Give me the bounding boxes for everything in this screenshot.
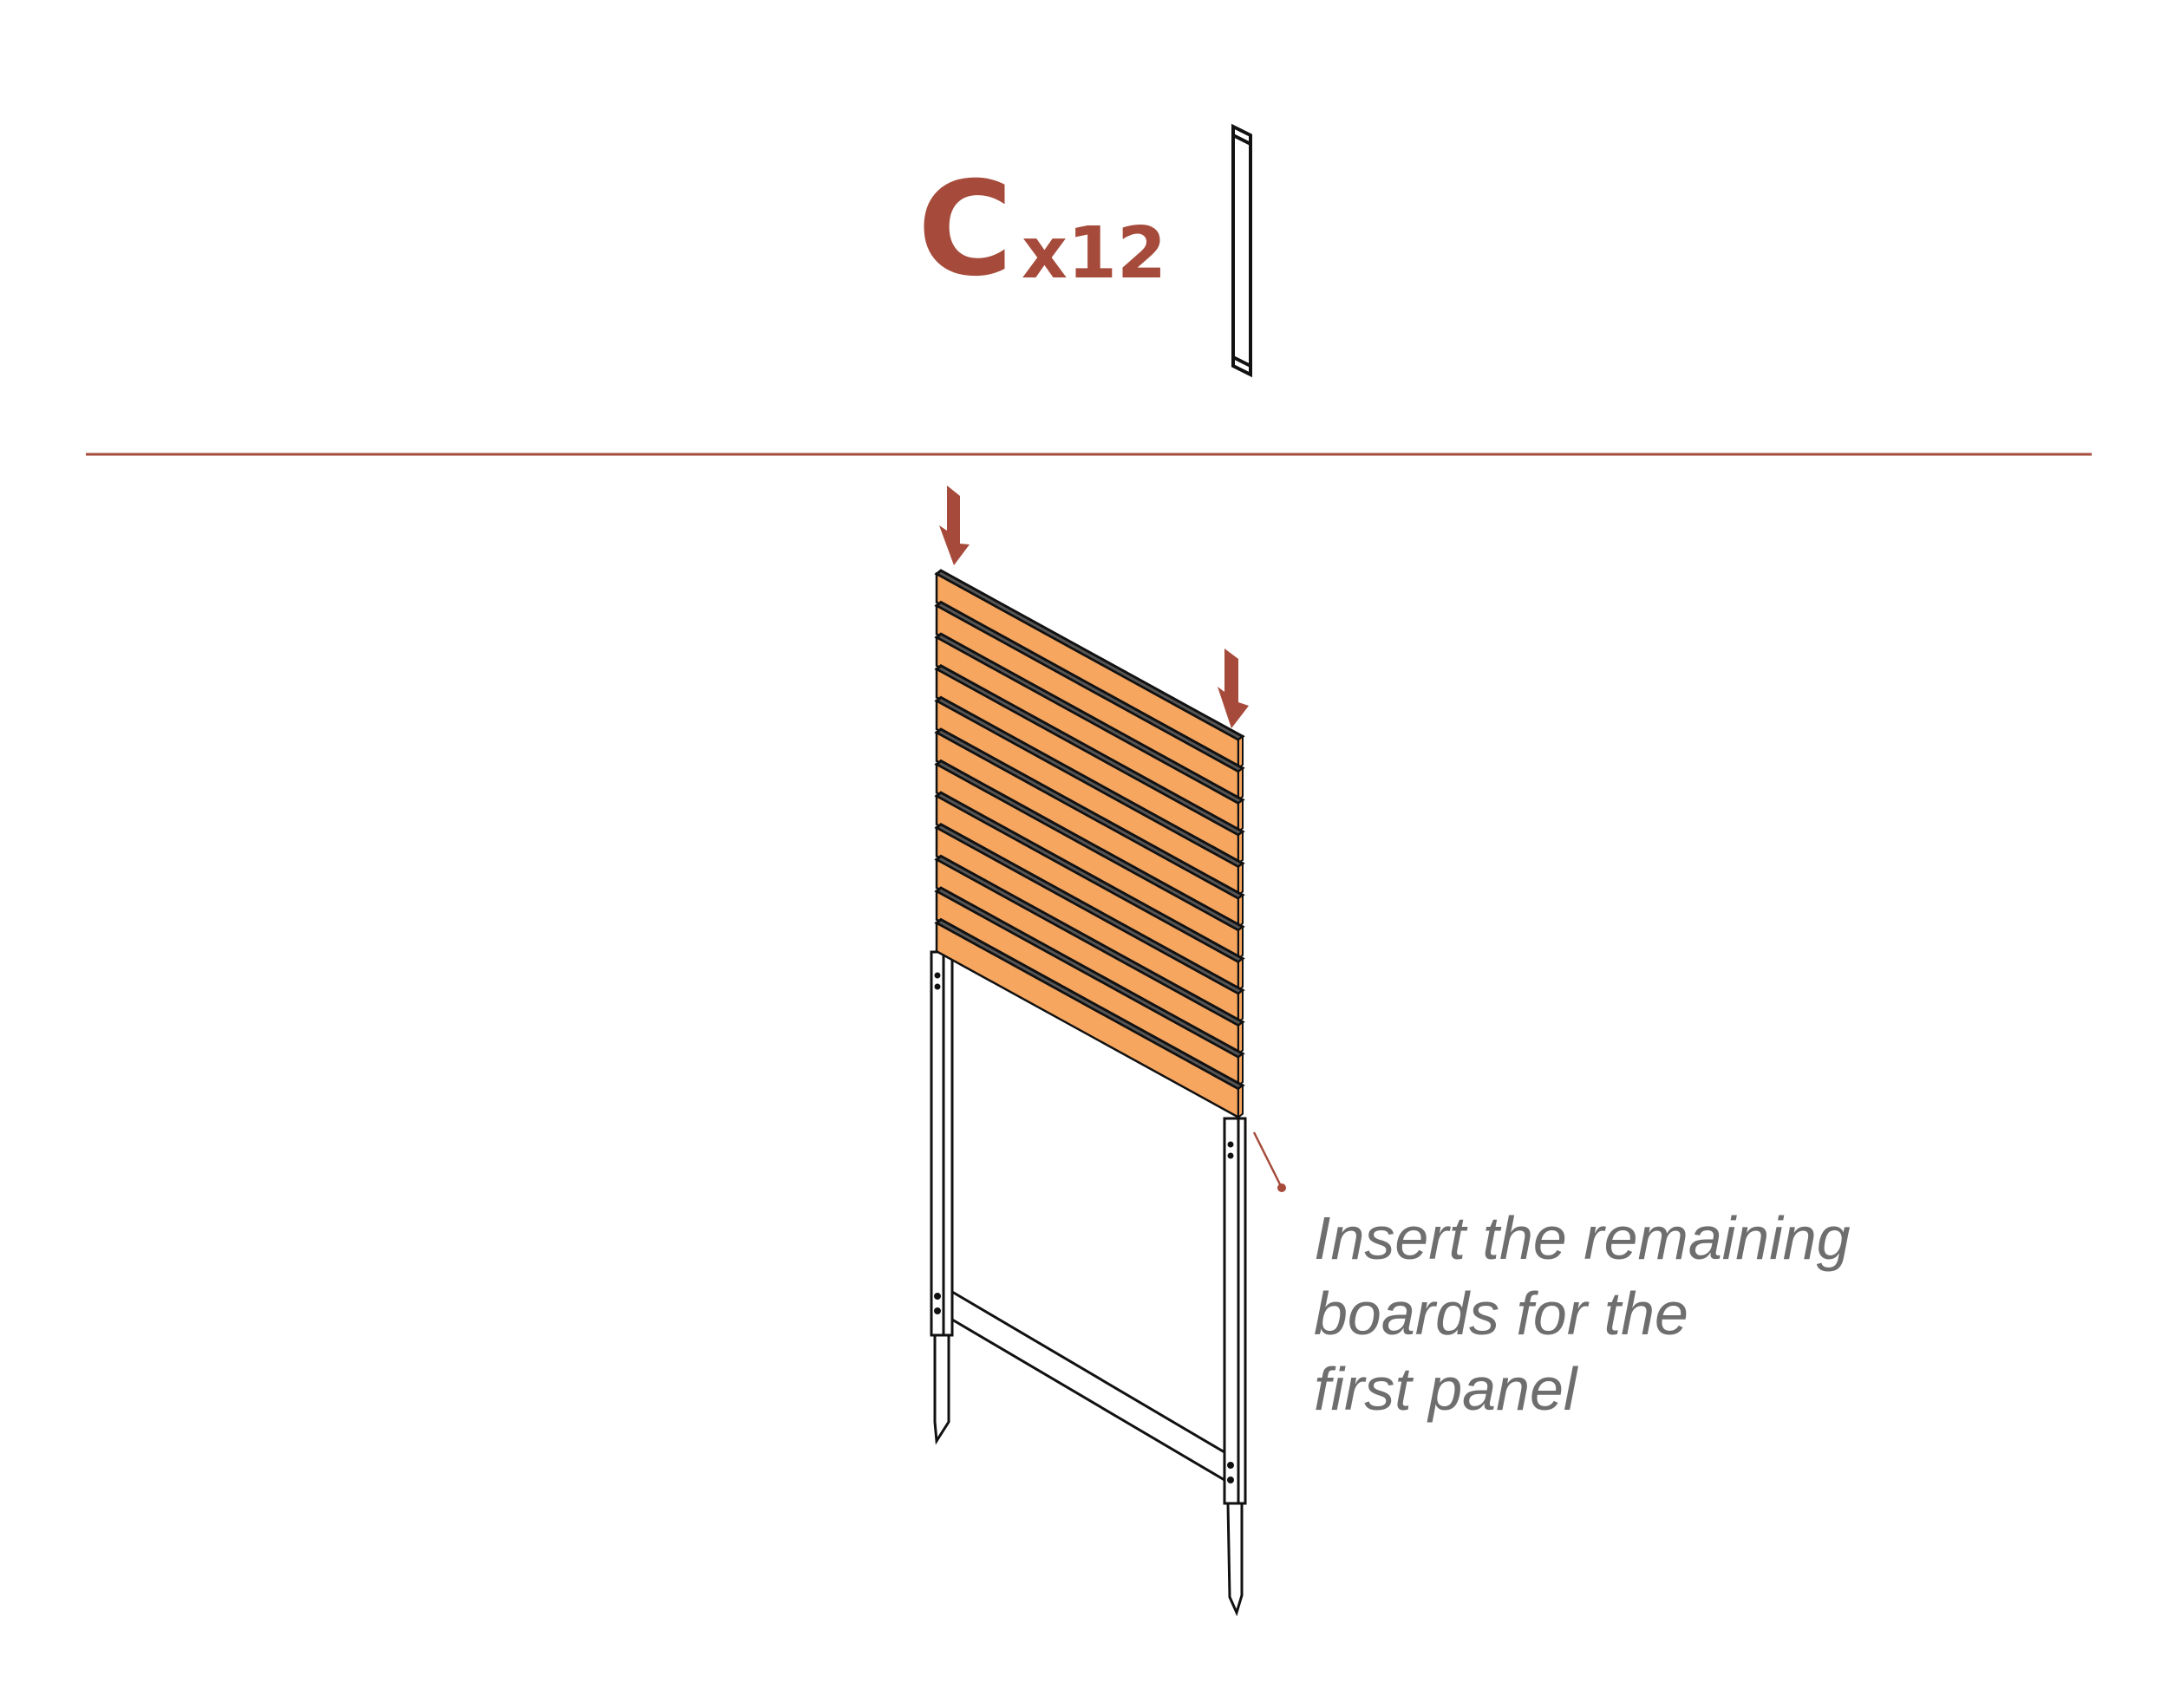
bottom-rail [950, 1289, 1226, 1483]
board-8 [934, 791, 1245, 993]
board-10 [934, 854, 1245, 1056]
callout-leader [1252, 1131, 1286, 1192]
left-post [930, 950, 954, 1445]
down-arrow-icon-left [939, 486, 970, 565]
board-stack [934, 569, 1245, 1119]
board-2 [934, 600, 1245, 802]
part-letter: C [917, 154, 1014, 305]
right-post [1223, 1117, 1247, 1617]
caption-line: Insert the remaining [1314, 1204, 1851, 1272]
board-11 [934, 886, 1245, 1088]
caption-line: first panel [1314, 1355, 1577, 1423]
board-6 [934, 727, 1245, 929]
part-quantity: x12 [1022, 212, 1167, 295]
down-arrow-icon-right [1218, 649, 1249, 728]
caption-line: boards for the [1314, 1280, 1688, 1347]
board-c-part-icon [1231, 123, 1252, 378]
board-12 [934, 917, 1245, 1119]
board-7 [934, 759, 1245, 961]
instruction-caption: Insert the remaining boards for the firs… [1314, 1201, 1851, 1427]
